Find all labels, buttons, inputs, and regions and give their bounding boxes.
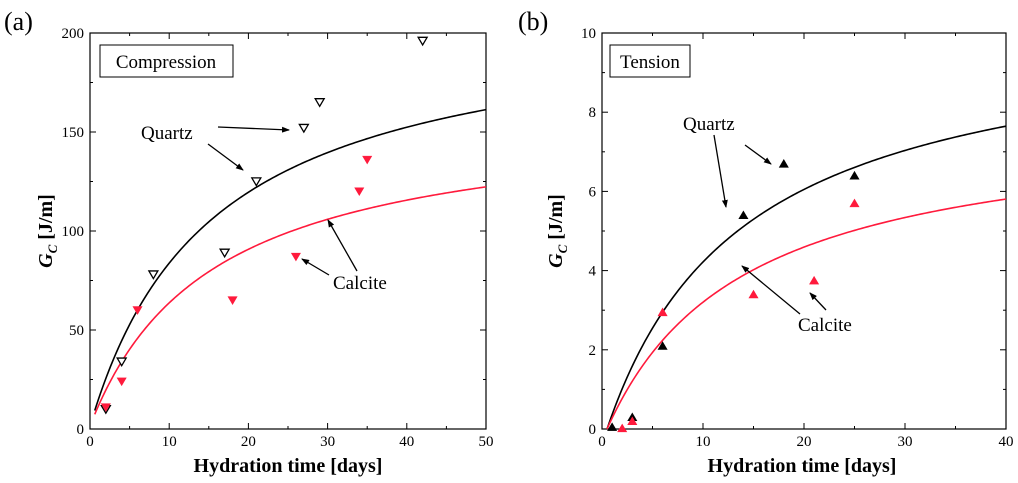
panel-a-x-tick-label: 20 <box>241 434 256 450</box>
panel-a-point-calcite <box>227 296 238 305</box>
panel-a-y-axis-label-main: G <box>35 253 57 268</box>
panel-a-curve-quartz <box>93 108 487 411</box>
panel-a-point-calcite <box>132 306 143 315</box>
panel-b-y-tick-label: 2 <box>589 343 597 359</box>
panel-a-point-calcite <box>290 252 301 262</box>
panel-a-x-tick-label: 0 <box>86 434 94 450</box>
panel-a-letter: (a) <box>4 7 33 36</box>
panel-a-arrow-calcite-2 <box>301 258 330 276</box>
panel-b-point-quartz <box>849 170 860 180</box>
panel-a-box-label: Compression <box>99 44 234 78</box>
panel-b-x-tick-label: 10 <box>696 434 711 450</box>
panel-b-x-tick-label: 0 <box>598 434 606 450</box>
panel-b-point-quartz <box>738 210 749 220</box>
panel-b-arrow-calcite-2 <box>809 292 827 311</box>
panel-a-curve-calcite <box>94 186 487 415</box>
panel-b-arrow-quartz-1 <box>713 134 728 208</box>
panel-b-letter: (b) <box>518 7 548 36</box>
panel-a-points <box>100 36 429 415</box>
panel-b-points <box>607 159 860 433</box>
panel-b-y-tick-label: 0 <box>589 422 597 438</box>
panel-a-annotation-quartz: Quartz <box>141 123 193 144</box>
panel-b-point-calcite <box>617 423 628 433</box>
panel-a-point-quartz <box>219 248 231 259</box>
panel-b-y-axis-label-sub: C <box>555 244 570 253</box>
panel-a-point-calcite <box>354 187 365 197</box>
panel-b-curves <box>606 125 1007 430</box>
panel-b-x-tick-label: 20 <box>797 434 812 450</box>
panel-b-point-calcite <box>809 275 820 285</box>
panel-b-annotation-quartz: Quartz <box>683 114 735 135</box>
panel-b-point-calcite <box>657 307 668 317</box>
panel-a-y-tick-label: 0 <box>77 422 85 438</box>
panel-b-x-tick-label: 40 <box>999 434 1014 450</box>
panel-a-ticks: 0 10 20 30 40 50 0 50 100 150 200 <box>62 26 494 450</box>
panel-b-y-tick-label: 10 <box>581 26 596 42</box>
panel-a-x-tick-label: 40 <box>399 434 414 450</box>
panel-b-box-label: Tension <box>609 44 691 78</box>
panel-a-point-quartz <box>250 177 262 187</box>
panel-b-arrow-quartz-2 <box>744 144 772 165</box>
panel-b-curve-calcite <box>606 198 1007 430</box>
panel-a-point-quartz <box>147 270 159 280</box>
panel-a-y-axis-label: GC [J/m] <box>35 194 60 268</box>
panel-b-point-quartz <box>607 422 618 431</box>
panel-b-point-quartz <box>778 159 789 168</box>
panel-a-arrow-quartz-2 <box>207 143 244 171</box>
panel-b-arrow-calcite-1 <box>741 265 801 315</box>
panel-b-point-calcite <box>849 198 860 208</box>
panel-a-box-label-frame <box>99 44 234 78</box>
panel-a-annotation-calcite: Calcite <box>333 273 387 294</box>
panel-a-x-tick-label: 10 <box>162 434 177 450</box>
panel-a-arrow-calcite-1 <box>327 219 358 272</box>
panel-b-ticks: 0 10 20 30 40 0 2 4 6 8 10 <box>581 26 1014 450</box>
panel-b-x-axis-label: Hydration time [days] <box>708 455 897 477</box>
panel-b-annotation-calcite: Calcite <box>798 315 852 336</box>
panel-a-x-axis-label: Hydration time [days] <box>194 455 383 477</box>
panel-a-plot-frame <box>89 32 487 430</box>
panel-a-curves <box>93 108 487 415</box>
panel-b-y-tick-label: 4 <box>589 264 597 280</box>
panel-b-box-label-text: Tension <box>620 52 680 73</box>
panel-b-box-label-frame <box>609 44 691 78</box>
panel-a-y-tick-label: 150 <box>62 125 85 141</box>
panel-a-point-calcite <box>116 377 127 387</box>
panel-a-y-axis-label-unit: [J/m] <box>35 194 57 240</box>
panel-a-point-calcite <box>362 155 373 165</box>
panel-b-curve-quartz <box>606 125 1007 430</box>
panel-a-arrow-quartz-1 <box>217 126 290 133</box>
panel-b-y-axis-label-main: G <box>545 253 567 268</box>
panel-b-point-quartz <box>657 341 668 350</box>
panel-a-box-label-text: Compression <box>116 52 217 73</box>
panel-a-x-tick-label: 50 <box>479 434 494 450</box>
panel-a-y-tick-label: 100 <box>62 224 85 240</box>
panel-a-point-quartz <box>298 123 310 134</box>
panel-b-y-tick-label: 6 <box>589 184 597 200</box>
panel-a-y-tick-label: 50 <box>69 323 84 339</box>
panel-b-point-calcite <box>627 416 638 425</box>
panel-b: (b) 0 10 20 30 40 0 2 4 6 8 10 Tension Quartz Calc… <box>518 7 1014 477</box>
panel-b-y-axis-label-unit: [J/m] <box>545 194 567 240</box>
panel-a-point-calcite <box>100 403 111 412</box>
panel-a-point-quartz <box>417 36 429 47</box>
panel-a-y-tick-label: 200 <box>62 26 85 42</box>
panel-b-x-tick-label: 30 <box>898 434 913 450</box>
panel-b-point-calcite <box>748 289 759 299</box>
panel-b-y-tick-label: 8 <box>589 105 597 121</box>
panel-a-point-quartz <box>116 357 128 368</box>
panel-b-y-axis-label: GC [J/m] <box>545 194 570 268</box>
panel-a-x-tick-label: 30 <box>320 434 335 450</box>
panel-a-y-axis-label-sub: C <box>45 244 60 253</box>
panel-a-point-quartz <box>314 98 326 108</box>
panel-b-plot-frame <box>601 32 1007 430</box>
